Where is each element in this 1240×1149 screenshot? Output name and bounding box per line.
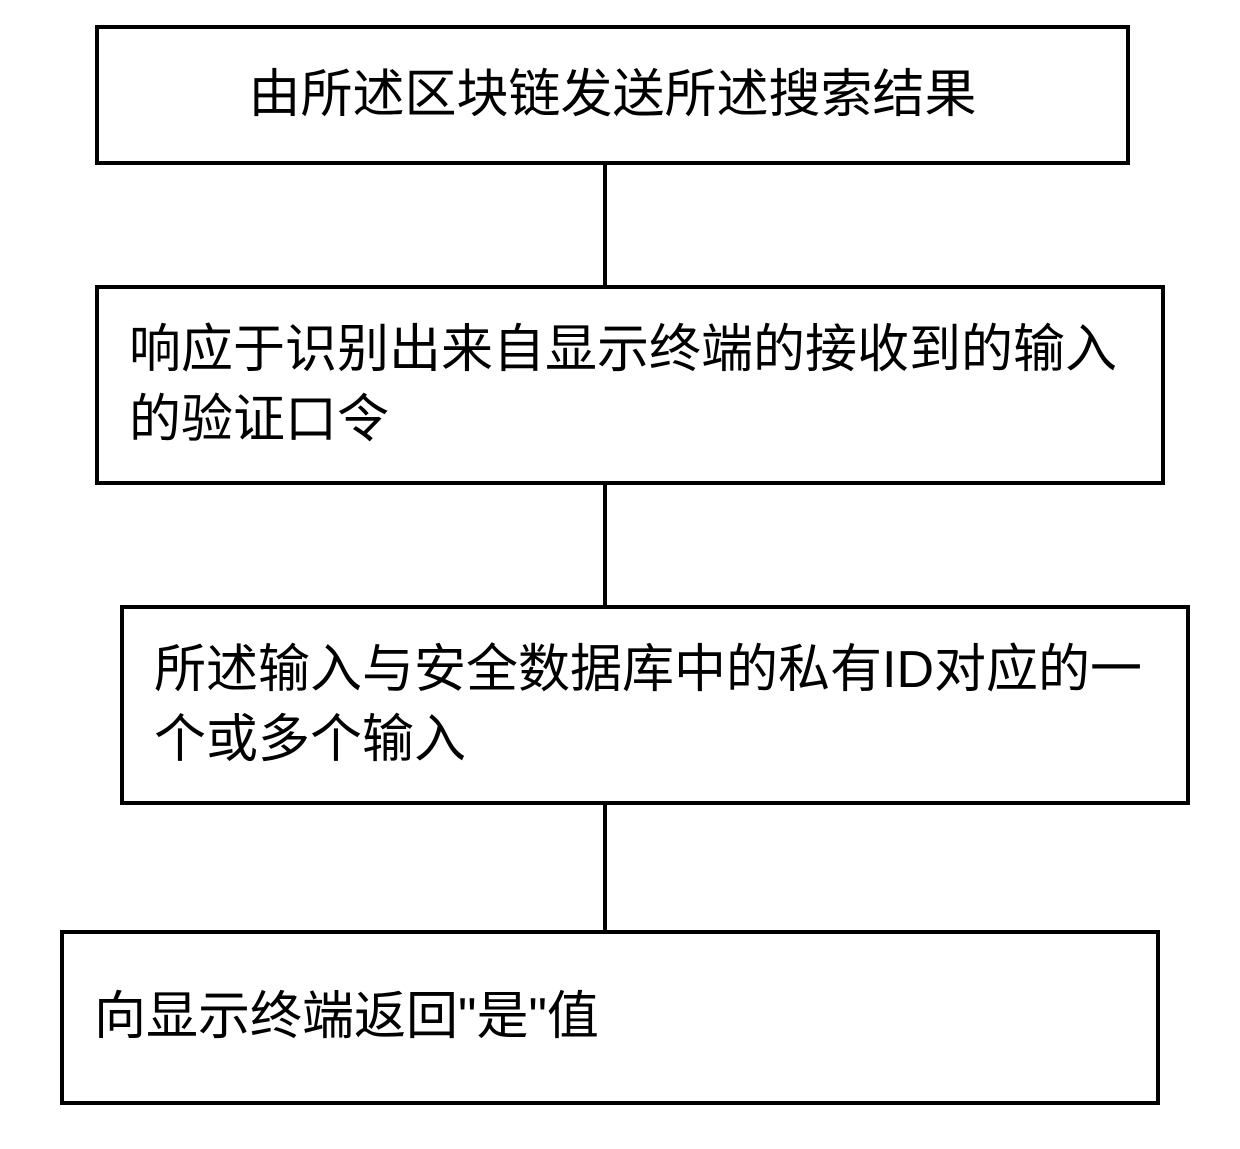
flowchart-canvas: 由所述区块链发送所述搜索结果 响应于识别出来自显示终端的接收到的输入的验证口令 … bbox=[0, 0, 1240, 1149]
flow-node-2: 响应于识别出来自显示终端的接收到的输入的验证口令 bbox=[95, 285, 1165, 485]
flow-edge-1-2 bbox=[603, 165, 607, 285]
flow-node-4-label: 向显示终端返回"是"值 bbox=[94, 982, 599, 1052]
flow-node-3-label: 所述输入与安全数据库中的私有ID对应的一个或多个输入 bbox=[154, 635, 1156, 775]
flow-node-3: 所述输入与安全数据库中的私有ID对应的一个或多个输入 bbox=[120, 605, 1190, 805]
flow-node-4: 向显示终端返回"是"值 bbox=[60, 930, 1160, 1105]
flow-node-2-label: 响应于识别出来自显示终端的接收到的输入的验证口令 bbox=[129, 315, 1131, 455]
flow-edge-3-4 bbox=[603, 805, 607, 930]
flow-node-1-label: 由所述区块链发送所述搜索结果 bbox=[248, 60, 976, 130]
flow-edge-2-3 bbox=[603, 485, 607, 605]
flow-node-1: 由所述区块链发送所述搜索结果 bbox=[95, 25, 1130, 165]
